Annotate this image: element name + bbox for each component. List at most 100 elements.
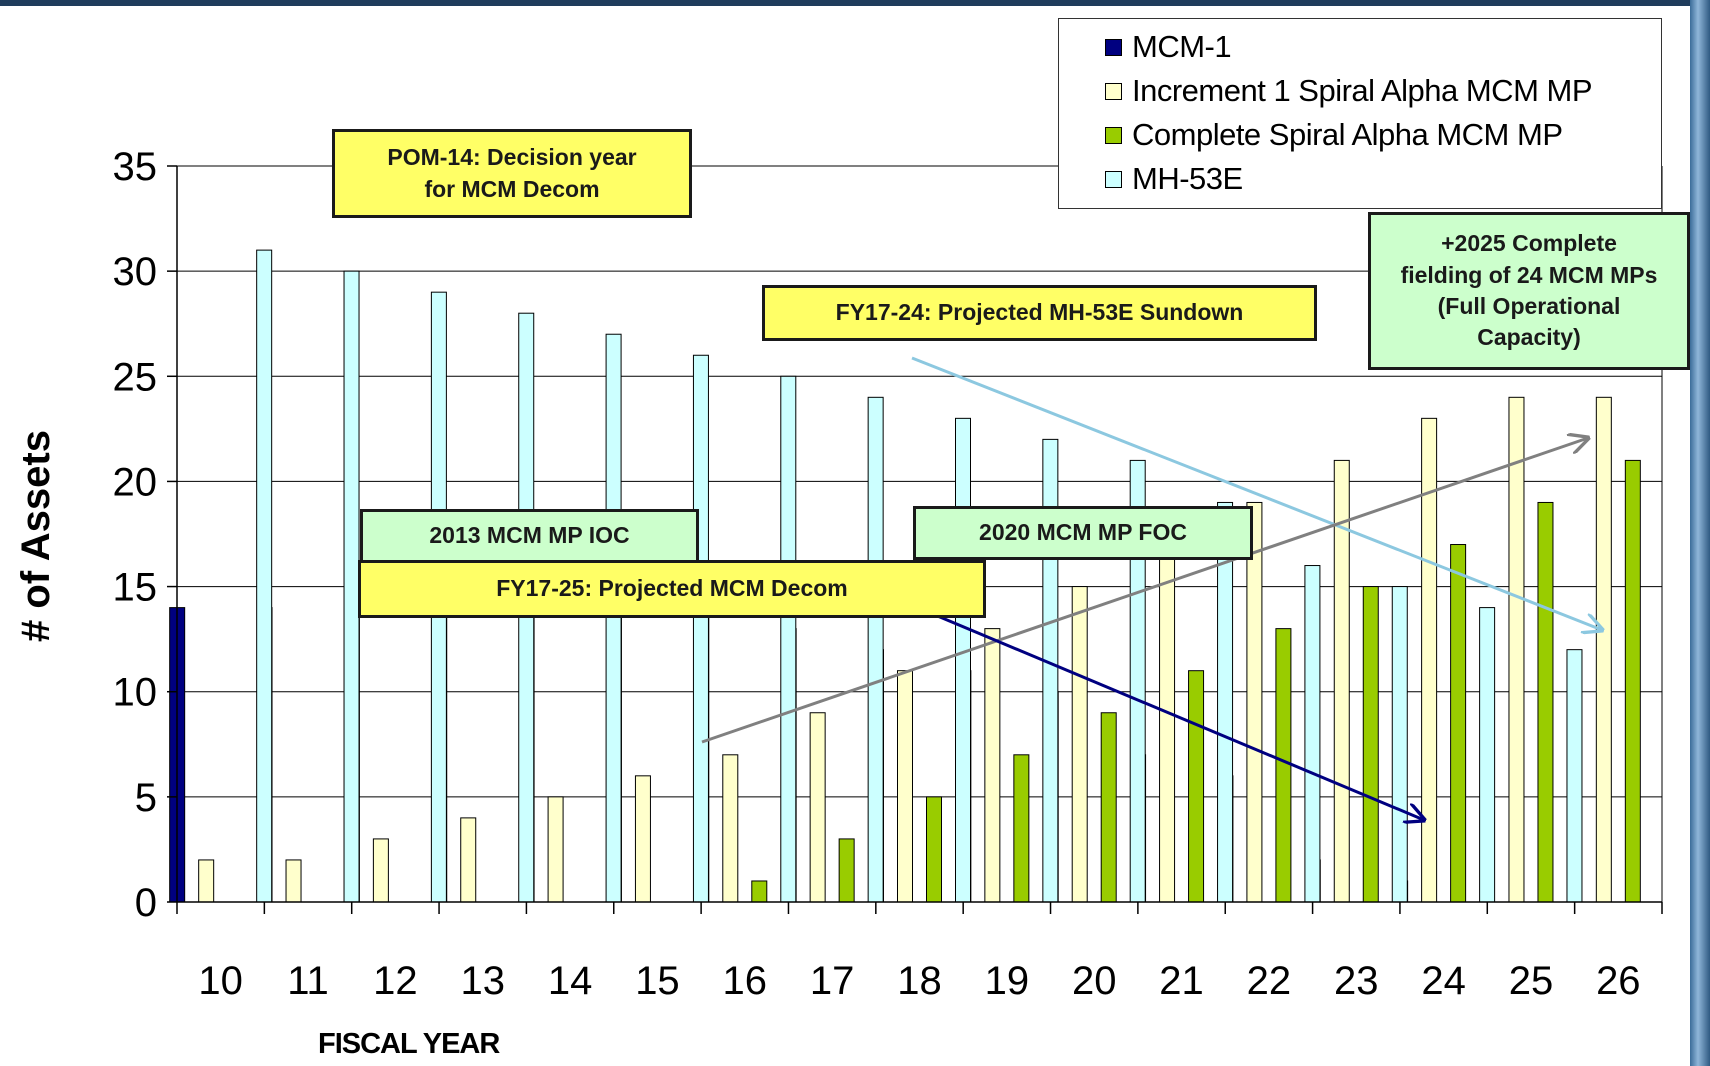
bar-inc1-fy13	[460, 817, 477, 903]
bar-inc1-fy11	[285, 859, 302, 903]
y-tick-label: 35	[113, 145, 158, 189]
bar-complete-fy21	[1188, 670, 1205, 903]
x-tick-label: 10	[198, 959, 243, 1003]
bar-mh53e-fy22	[1304, 565, 1321, 903]
slide-top-border	[0, 0, 1710, 6]
bar-inc1-fy19	[984, 628, 1001, 903]
bar-mh53e-fy14	[605, 333, 622, 903]
mcm-decom-arrow	[927, 610, 1424, 820]
bar-inc1-fy14	[547, 796, 564, 903]
foc2020-callout: 2020 MCM MP FOC	[913, 506, 1253, 560]
bar-mh53e-fy15	[692, 354, 709, 903]
bar-mh53e-fy11	[343, 270, 360, 903]
fielding-callout-line2: fielding of 24 MCM MPs	[1400, 261, 1658, 288]
sundown-callout: FY17-24: Projected MH-53E Sundown	[762, 285, 1317, 341]
y-tick-label: 30	[113, 250, 158, 294]
x-axis-title: FISCAL YEAR	[318, 1028, 500, 1060]
bar-inc1-fy10	[198, 859, 215, 903]
sundown-callout-text: FY17-24: Projected MH-53E Sundown	[835, 299, 1244, 326]
pom14-callout: POM-14: Decision year for MCM Decom	[332, 129, 692, 218]
y-tick-label: 0	[135, 881, 157, 925]
x-tick-label: 16	[723, 959, 768, 1003]
legend-label-increment-1: Increment 1 Spiral Alpha MCM MP	[1132, 73, 1593, 108]
bar-complete-fy16	[751, 880, 768, 903]
bar-complete-fy26	[1624, 459, 1641, 903]
legend-item-complete-spiral: Complete Spiral Alpha MCM MP	[1105, 113, 1661, 157]
legend-item-mh53e: MH-53E	[1105, 157, 1661, 201]
x-tick-label: 15	[635, 959, 680, 1003]
bar-complete-fy19	[1013, 754, 1030, 903]
legend-label-mh53e: MH-53E	[1132, 161, 1243, 196]
x-tick-label: 19	[985, 959, 1030, 1003]
legend-swatch-complete-spiral	[1105, 126, 1122, 144]
bar-complete-fy17	[838, 838, 855, 903]
y-tick-label: 20	[113, 460, 158, 504]
legend-item-mcm1: MCM-1	[1105, 25, 1661, 69]
slide-right-border	[1690, 0, 1710, 1066]
legend-label-complete-spiral: Complete Spiral Alpha MCM MP	[1132, 117, 1563, 152]
decom-callout-text: FY17-25: Projected MCM Decom	[496, 575, 848, 602]
bar-mh53e-fy16	[780, 375, 797, 903]
x-tick-label: 23	[1334, 959, 1379, 1003]
bar-complete-fy24	[1450, 544, 1467, 903]
bar-inc1-fy20	[1071, 586, 1088, 903]
bar-mh53e-fy10	[256, 249, 273, 903]
fielding-callout-line3: (Full Operational	[1437, 293, 1621, 319]
x-tick-label: 12	[373, 959, 418, 1003]
bar-inc1-fy25	[1508, 396, 1525, 903]
legend-label-mcm1: MCM-1	[1132, 29, 1232, 64]
x-tick-label: 24	[1421, 959, 1466, 1003]
y-tick-label: 10	[113, 671, 158, 715]
foc2020-callout-text: 2020 MCM MP FOC	[979, 519, 1187, 546]
fielding-callout-line4: Capacity)	[1477, 324, 1581, 351]
decom-callout: FY17-25: Projected MCM Decom	[358, 560, 986, 618]
y-tick-label: 5	[135, 776, 157, 820]
x-tick-label: 14	[548, 959, 593, 1003]
bar-inc1-fy17	[809, 712, 826, 903]
bar-complete-fy25	[1537, 501, 1554, 903]
bar-inc1-fy15	[634, 775, 651, 903]
x-tick-label: 17	[810, 959, 855, 1003]
bar-mh53e-fy24	[1479, 607, 1496, 903]
y-axis-title: # of Assets	[14, 430, 58, 642]
bar-chart: 0 5 10 15 20 25 30 35 10 11 12 13 14 15 16 17 18 19 20 21 22…	[14, 145, 1663, 1060]
ioc2013-callout-text: 2013 MCM MP IOC	[429, 522, 630, 549]
x-tick-label: 26	[1596, 959, 1641, 1003]
y-tick-label: 25	[113, 355, 158, 399]
x-tick-label: 21	[1159, 959, 1204, 1003]
bar-mh53e-fy18	[955, 417, 971, 903]
bar-inc1-fy18	[897, 670, 913, 903]
chart-legend: MCM-1 Increment 1 Spiral Alpha MCM MP Co…	[1058, 18, 1662, 209]
bar-inc1-fy26	[1595, 396, 1612, 903]
bar-complete-fy23	[1362, 586, 1379, 903]
ioc2013-callout: 2013 MCM MP IOC	[360, 509, 699, 563]
chart-slide: 0 5 10 15 20 25 30 35 10 11 12 13 14 15 16 17 18 19 20 21 22…	[0, 6, 1690, 1066]
bar-complete-fy18	[926, 796, 942, 903]
bar-complete-fy20	[1100, 712, 1117, 903]
mh53e-sundown-arrow	[911, 356, 1602, 630]
x-tick-label: 18	[897, 959, 942, 1003]
x-tick-label: 13	[460, 959, 505, 1003]
x-tick-label: 11	[287, 959, 329, 1003]
pom14-callout-line2: for MCM Decom	[424, 175, 600, 202]
legend-item-increment-1: Increment 1 Spiral Alpha MCM MP	[1105, 69, 1661, 113]
legend-swatch-mh53e	[1105, 170, 1122, 188]
legend-swatch-increment-1	[1105, 82, 1122, 100]
bar-inc1-fy21	[1159, 544, 1176, 903]
bar-inc1-fy16	[722, 754, 739, 903]
x-tick-label: 25	[1509, 959, 1554, 1003]
legend-swatch-mcm1	[1105, 38, 1122, 56]
x-tick-label: 22	[1247, 959, 1292, 1003]
bar-inc1-fy22	[1246, 501, 1263, 903]
y-tick-label: 15	[113, 566, 158, 610]
bar-mh53e-fy25	[1566, 649, 1583, 903]
mcm-mp-growth-arrow	[701, 438, 1588, 744]
bar-complete-fy22	[1275, 628, 1292, 903]
bar-inc1-fy12	[372, 838, 389, 903]
x-tick-label: 20	[1072, 959, 1117, 1003]
bar-mh53e-fy17	[867, 396, 884, 903]
fielding-callout-line1: +2025 Complete	[1441, 230, 1617, 257]
bar-mh53e-fy23	[1391, 586, 1408, 903]
pom14-callout-line1: POM-14: Decision year	[387, 143, 637, 170]
fielding-callout: +2025 Complete fielding of 24 MCM MPs (F…	[1368, 212, 1690, 370]
